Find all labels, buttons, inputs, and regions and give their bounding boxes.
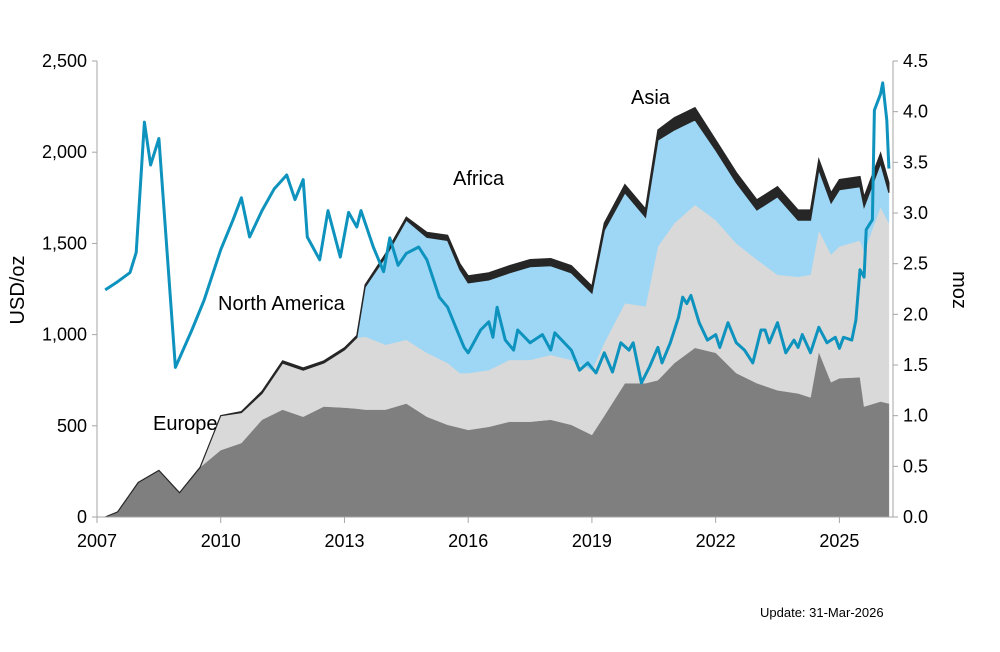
x-tick-label: 2019 (572, 531, 612, 551)
x-tick-label: 2022 (696, 531, 736, 551)
right-tick-label: 1.0 (903, 406, 928, 426)
left-axis-label: USD/oz (7, 256, 29, 325)
right-tick-label: 0.0 (903, 507, 928, 527)
right-tick-label: 2.0 (903, 304, 928, 324)
label-asia: Asia (631, 87, 671, 109)
right-tick-label: 4.0 (903, 102, 928, 122)
x-tick-label: 2025 (819, 531, 859, 551)
right-tick-label: 0.5 (903, 456, 928, 476)
label-africa: Africa (453, 168, 505, 190)
x-tick-label: 2010 (201, 531, 241, 551)
update-date: Update: 31-Mar-2026 (760, 605, 884, 620)
left-tick-label: 2,000 (42, 142, 87, 162)
x-tick-label: 2016 (448, 531, 488, 551)
left-tick-label: 0 (77, 507, 87, 527)
right-tick-label: 3.5 (903, 152, 928, 172)
axes: 0 500 1,000 1,500 2,000 2,500 0.0 0.5 1.0 1.5 2.0 2… (42, 51, 928, 551)
right-tick-label: 4.5 (903, 51, 928, 71)
left-tick-label: 2,500 (42, 51, 87, 71)
right-tick-label: 1.5 (903, 355, 928, 375)
label-north-america: North America (218, 293, 346, 315)
label-europe: Europe (153, 413, 218, 435)
right-axis-label: moz (948, 271, 970, 309)
x-tick-label: 2007 (77, 531, 117, 551)
right-tick-label: 3.0 (903, 203, 928, 223)
x-tick-label: 2013 (324, 531, 364, 551)
left-tick-label: 500 (57, 416, 87, 436)
left-tick-label: 1,000 (42, 325, 87, 345)
left-tick-label: 1,500 (42, 233, 87, 253)
price-line (104, 81, 891, 385)
right-tick-label: 2.5 (903, 254, 928, 274)
